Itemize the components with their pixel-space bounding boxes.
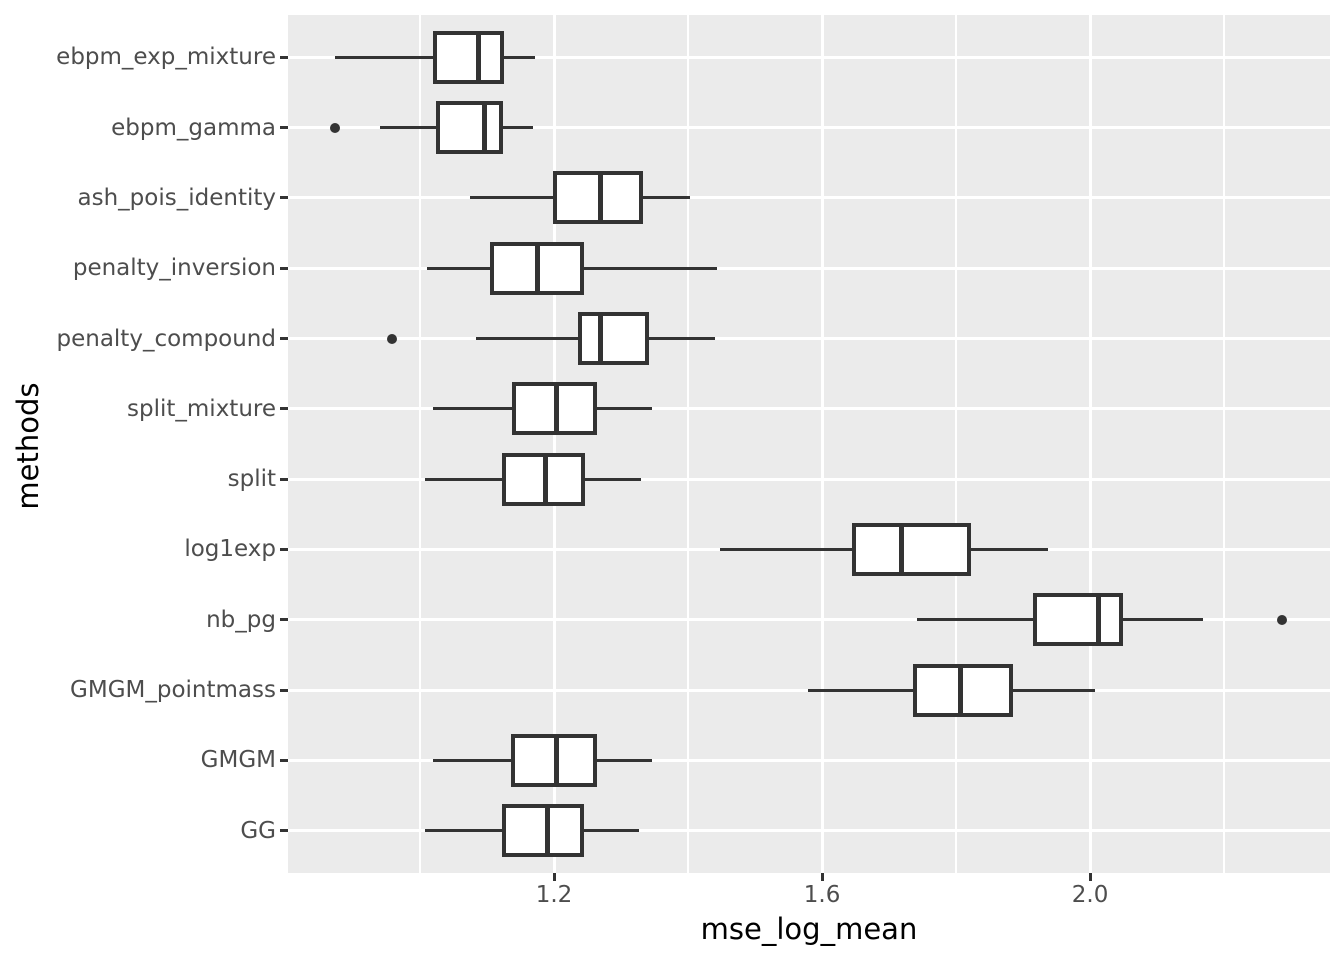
y-tick-label-log1exp: log1exp (184, 536, 276, 563)
gridline-horizontal (288, 407, 1330, 411)
box-iqr (436, 101, 504, 155)
gridline-horizontal (288, 618, 1330, 622)
y-tick-label-ash_pois_identity: ash_pois_identity (77, 184, 276, 211)
gridline-horizontal (288, 126, 1330, 130)
gridline-horizontal (288, 758, 1330, 762)
gridline-horizontal (288, 55, 1330, 59)
y-tick-mark (280, 337, 288, 340)
y-tick-label-penalty_inversion: penalty_inversion (72, 255, 276, 282)
outlier-point (1277, 614, 1288, 625)
y-tick-label-split_mixture: split_mixture (127, 395, 276, 422)
box-iqr (578, 312, 650, 365)
box-iqr (501, 804, 585, 858)
gridline-minor-vertical (955, 15, 958, 873)
gridline-horizontal (288, 337, 1330, 340)
y-tick-label-GMGM_pointmass: GMGM_pointmass (70, 677, 276, 704)
gridline-horizontal (288, 829, 1330, 833)
x-tick-label: 2.0 (1071, 882, 1109, 908)
x-tick-mark (820, 873, 824, 881)
y-tick-label-GG: GG (240, 817, 276, 844)
median-line (481, 101, 487, 155)
y-tick-label-ebpm_gamma: ebpm_gamma (111, 114, 276, 141)
y-tick-mark (280, 196, 288, 200)
box-iqr (852, 522, 971, 576)
y-tick-mark (280, 407, 288, 411)
median-line (534, 241, 540, 295)
median-line (476, 30, 482, 84)
y-tick-label-split: split (227, 466, 276, 493)
x-tick-mark (552, 873, 556, 881)
gridline-major-vertical (1088, 15, 1092, 873)
median-line (597, 171, 603, 225)
y-tick-label-GMGM: GMGM (200, 747, 276, 774)
gridline-minor-vertical (1223, 15, 1226, 873)
median-line (553, 382, 559, 436)
y-tick-mark (280, 618, 288, 622)
y-tick-mark (280, 758, 288, 762)
x-tick-label: 1.2 (535, 882, 573, 908)
median-line (957, 663, 963, 717)
y-tick-mark (280, 266, 288, 270)
y-tick-mark (280, 477, 288, 481)
plot-panel (288, 15, 1330, 873)
gridline-minor-vertical (419, 15, 421, 873)
x-tick-mark (1088, 873, 1092, 881)
y-axis-title: methods (11, 382, 45, 510)
y-tick-label-nb_pg: nb_pg (206, 606, 276, 633)
gridline-horizontal (288, 266, 1330, 270)
median-line (597, 312, 603, 365)
y-tick-mark (280, 126, 288, 130)
median-line (898, 522, 904, 576)
y-tick-label-penalty_compound: penalty_compound (56, 325, 277, 352)
y-tick-mark (280, 829, 288, 833)
y-tick-label-ebpm_exp_mixture: ebpm_exp_mixture (56, 44, 276, 71)
median-line (543, 452, 549, 506)
y-tick-mark (280, 547, 288, 551)
median-line (554, 733, 560, 787)
median-line (545, 804, 551, 858)
y-tick-mark (280, 688, 288, 692)
gridline-horizontal (288, 477, 1330, 481)
gridline-major-vertical (820, 15, 824, 873)
gridline-minor-vertical (687, 15, 690, 873)
gridline-horizontal (288, 196, 1330, 200)
x-tick-label: 1.6 (803, 882, 841, 908)
y-tick-mark (280, 55, 288, 59)
box-iqr (913, 663, 1014, 717)
box-iqr (432, 30, 504, 84)
box-iqr (511, 733, 597, 787)
median-line (1096, 593, 1102, 647)
outlier-point (329, 122, 340, 133)
x-axis-title: mse_log_mean (700, 912, 918, 946)
gridline-major-vertical (552, 15, 556, 873)
box-iqr (501, 452, 585, 506)
outlier-point (386, 333, 397, 344)
box-iqr (1033, 593, 1123, 647)
